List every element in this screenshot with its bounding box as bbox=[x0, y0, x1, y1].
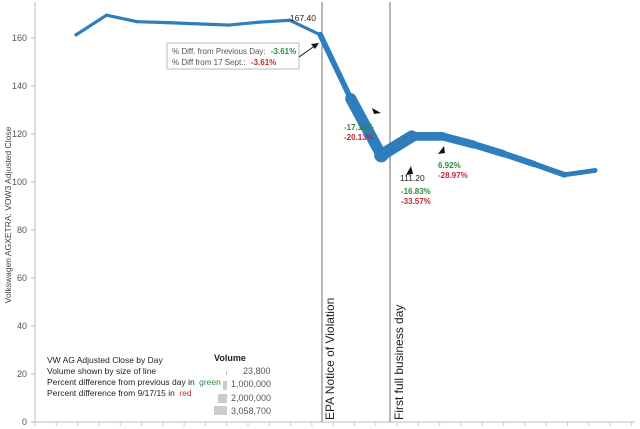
series-segment bbox=[135, 20, 170, 25]
tooltip-line-2: % Diff from 17 Sept.: -3.61% bbox=[172, 58, 276, 67]
series-point bbox=[257, 20, 261, 24]
series-point bbox=[288, 18, 292, 22]
series-point bbox=[318, 33, 322, 37]
series-point bbox=[74, 33, 78, 37]
legend-entry-4: 3,058,700 bbox=[231, 406, 271, 416]
series-segment bbox=[104, 13, 139, 24]
legend-swatch-3 bbox=[218, 394, 227, 403]
series-point bbox=[407, 131, 417, 142]
legend-title: Volume bbox=[214, 353, 246, 363]
tooltip-box: % Diff. from Previous Day: -3.61% % Diff… bbox=[166, 42, 300, 70]
series-point bbox=[196, 22, 200, 26]
x-ticks bbox=[34, 422, 632, 426]
y-ticks: 0 20 40 60 80 100 120 140 160 bbox=[12, 33, 35, 427]
volume-legend: Volume 23,800 1,000,000 2,000,000 3,058,… bbox=[214, 353, 271, 416]
point-label-peak: 167.40 bbox=[290, 13, 316, 23]
caption-line-1: VW AG Adjusted Close by Day bbox=[47, 355, 163, 365]
series-point bbox=[165, 21, 170, 25]
series-point bbox=[438, 132, 447, 141]
series-point bbox=[500, 150, 507, 157]
series-segment bbox=[500, 150, 538, 168]
first-business-day-label: First full business day bbox=[392, 305, 406, 420]
series-segment bbox=[317, 31, 354, 102]
tooltip-arrow-head bbox=[311, 43, 319, 49]
annotation-2-red: -33.57% bbox=[401, 197, 431, 206]
caption: VW AG Adjusted Close by Day Volume shown… bbox=[47, 355, 221, 398]
y-tick-label: 80 bbox=[17, 225, 27, 235]
annotation-2-green: -16.83% bbox=[401, 187, 431, 196]
series-point bbox=[592, 168, 598, 173]
annotation-arrow-1 bbox=[372, 108, 381, 114]
legend-entry-1: 23,800 bbox=[243, 366, 271, 376]
caption-line-3-color: green bbox=[199, 377, 221, 387]
annotation-arrow-2 bbox=[406, 166, 413, 175]
series-segment bbox=[531, 161, 568, 178]
y-axis-label: Volkswagen AGXETRA: VOW3 Adjusted Close bbox=[3, 126, 13, 303]
series-point bbox=[562, 172, 567, 178]
legend-entry-3: 2,000,000 bbox=[231, 393, 271, 403]
legend-entry-2: 1,000,000 bbox=[231, 379, 271, 389]
y-tick-label: 120 bbox=[12, 129, 27, 139]
event-lines: EPA Notice of Violation First full busin… bbox=[321, 2, 406, 422]
series-segment bbox=[345, 93, 387, 161]
series-segment bbox=[74, 13, 109, 37]
series-segment bbox=[438, 132, 477, 149]
caption-line-4-color: red bbox=[179, 388, 192, 398]
point-label-trough: 111.20 bbox=[400, 173, 425, 183]
tooltip-line-1: % Diff. from Previous Day: -3.61% bbox=[172, 47, 296, 56]
y-tick-label: 20 bbox=[17, 369, 27, 379]
series-segment bbox=[196, 22, 231, 27]
caption-line-2: Volume shown by size of line bbox=[47, 366, 156, 376]
tooltip-line-1-value: -3.61% bbox=[271, 47, 296, 56]
tooltip-line-2-value: -3.61% bbox=[251, 58, 276, 67]
series-segment bbox=[469, 140, 508, 158]
legend-swatch-4 bbox=[214, 406, 227, 415]
y-tick-label: 160 bbox=[12, 33, 27, 43]
series-segment bbox=[165, 21, 200, 26]
annotation-3-red: -28.97% bbox=[438, 171, 468, 180]
arrows bbox=[298, 43, 445, 175]
tooltip-frame bbox=[166, 42, 300, 70]
y-tick-label: 0 bbox=[22, 417, 27, 427]
annotation-3-green: 6.92% bbox=[438, 161, 461, 170]
series-point bbox=[346, 94, 355, 103]
series-segment bbox=[562, 168, 598, 178]
annotation-1-green: -17.14% bbox=[344, 123, 374, 132]
caption-line-3-text: Percent difference from previous day in bbox=[47, 377, 195, 387]
annotation-arrow-3 bbox=[438, 146, 445, 154]
caption-line-4: Percent difference from 9/17/15 in red bbox=[47, 388, 192, 398]
y-tick-label: 40 bbox=[17, 321, 27, 331]
plot-frame bbox=[34, 2, 635, 423]
series-segment bbox=[257, 18, 292, 24]
series-point bbox=[135, 20, 139, 24]
tooltip-arrow bbox=[298, 44, 317, 58]
annotations: -17.14% -20.13% -16.83% -33.57% 6.92% -2… bbox=[344, 123, 468, 206]
legend-swatch-1 bbox=[226, 371, 227, 375]
point-labels: 167.40 111.20 bbox=[290, 13, 425, 183]
series-line bbox=[74, 13, 598, 178]
series-point bbox=[530, 160, 538, 168]
series-point bbox=[374, 147, 389, 163]
epa-notice-label: EPA Notice of Violation bbox=[323, 298, 337, 420]
y-tick-label: 100 bbox=[12, 177, 27, 187]
y-tick-label: 140 bbox=[12, 81, 27, 91]
caption-line-4-text: Percent difference from 9/17/15 in bbox=[47, 388, 175, 398]
series-point bbox=[104, 13, 109, 17]
caption-line-3: Percent difference from previous day in … bbox=[47, 377, 221, 387]
series-segment bbox=[227, 20, 261, 27]
y-tick-label: 60 bbox=[17, 273, 27, 283]
series-point bbox=[468, 140, 477, 149]
tooltip-line-2-label: % Diff from 17 Sept.: bbox=[172, 58, 246, 67]
annotation-1-red: -20.13% bbox=[344, 133, 374, 142]
series-segment bbox=[288, 18, 322, 37]
tooltip-line-1-label: % Diff. from Previous Day: bbox=[172, 47, 266, 56]
legend-swatch-2 bbox=[223, 381, 227, 390]
series-point bbox=[227, 23, 231, 27]
